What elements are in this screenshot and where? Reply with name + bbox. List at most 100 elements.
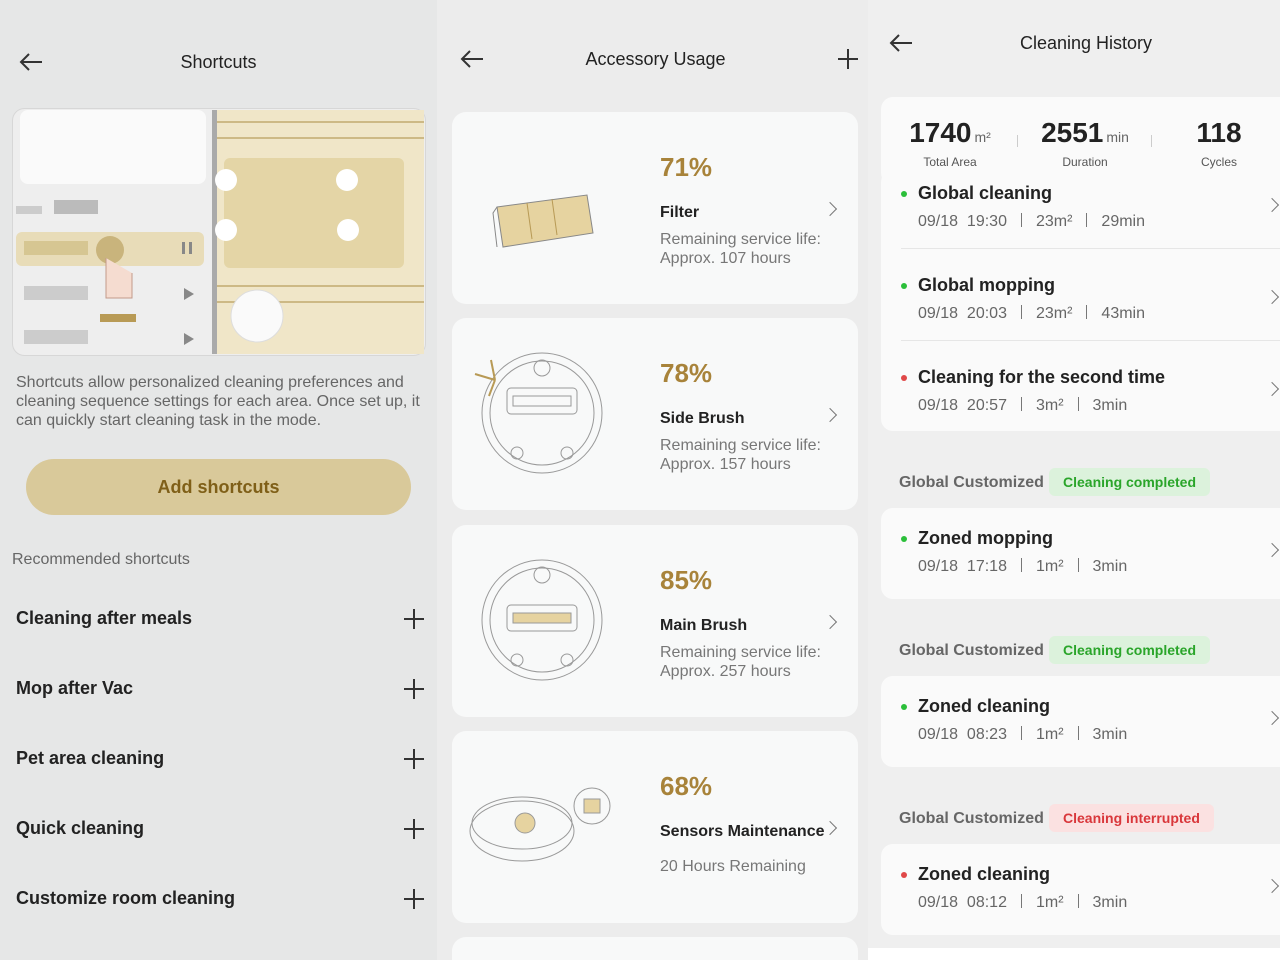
add-shortcut-button[interactable] bbox=[404, 819, 424, 839]
group-label: Global Customized bbox=[899, 642, 1044, 659]
accessory-card[interactable]: 78% Side Brush Remaining service life: Appr… bbox=[452, 318, 858, 510]
record-area: 1m² bbox=[1035, 894, 1064, 911]
accessory-name: Sensors Maintenance bbox=[660, 823, 825, 840]
record-detail: 09/18 08:12 1m² 3min bbox=[918, 894, 1127, 912]
summary-value: 1740 m² bbox=[870, 117, 1030, 149]
usage-percent: 85% bbox=[660, 565, 713, 595]
record-date: 09/18 20:03 bbox=[918, 305, 1007, 322]
accessory-detail: Approx. 157 hours bbox=[660, 456, 791, 473]
history-record[interactable]: Global mopping 09/18 20:03 23m² 43min bbox=[901, 275, 1258, 335]
chevron bbox=[1264, 542, 1280, 558]
status-badge: Cleaning completed bbox=[1049, 468, 1211, 496]
add-shortcut-button[interactable] bbox=[404, 679, 424, 699]
page-title: Accessory Usage bbox=[585, 49, 726, 69]
separator bbox=[1020, 213, 1022, 227]
record-duration: 43min bbox=[1101, 305, 1145, 322]
accessory-card[interactable]: 68% Sensors Maintenance 20 Hours Remaining bbox=[452, 731, 858, 923]
summary-number: 1740 bbox=[909, 117, 972, 148]
record-title: Global cleaning bbox=[918, 183, 1053, 203]
separator bbox=[1077, 558, 1079, 572]
chevron bbox=[1264, 878, 1280, 894]
illustration bbox=[12, 108, 426, 356]
separator bbox=[1077, 726, 1079, 740]
add-shortcut-button[interactable] bbox=[404, 889, 424, 909]
record-card: Global cleaning 09/18 19:30 23m² 29min Globa… bbox=[881, 170, 1280, 431]
record-area: 23m² bbox=[1035, 305, 1073, 322]
accessory-name: Main Brush bbox=[660, 617, 748, 634]
separator bbox=[1086, 213, 1088, 227]
shortcut-name: Customize room cleaning bbox=[16, 888, 236, 908]
page-title: Shortcuts bbox=[180, 52, 257, 72]
history-record[interactable]: Cleaning for the second time 09/18 20:57 3… bbox=[901, 367, 1258, 427]
add-shortcut-button[interactable] bbox=[404, 749, 424, 769]
record-detail: 09/18 08:23 1m² 3min bbox=[918, 726, 1127, 744]
back-button[interactable] bbox=[18, 52, 44, 72]
back-button[interactable] bbox=[888, 33, 914, 53]
history-record[interactable]: Global cleaning 09/18 19:30 23m² 29min bbox=[901, 183, 1258, 243]
record-date: 09/18 08:23 bbox=[918, 726, 1007, 743]
add-shortcut-button[interactable] bbox=[404, 609, 424, 629]
status-dot bbox=[901, 283, 907, 289]
history-record[interactable]: Zoned cleaning 09/18 08:12 1m² 3min bbox=[901, 864, 1258, 924]
accessory-detail: Remaining service life: bbox=[660, 644, 821, 661]
record-title: Cleaning for the second time bbox=[918, 367, 1166, 387]
summary-label: Duration bbox=[1062, 155, 1108, 169]
record-duration: 3min bbox=[1092, 397, 1128, 414]
add-button[interactable] bbox=[838, 49, 858, 69]
shortcuts-panel: Shortcuts Shortcuts allow personalized c… bbox=[0, 0, 437, 960]
status-badge: Cleaning interrupted bbox=[1049, 804, 1214, 832]
record-date: 09/18 20:57 bbox=[918, 397, 1007, 414]
shortcut-name: Quick cleaning bbox=[16, 818, 145, 838]
history-record[interactable]: Zoned cleaning 09/18 08:23 1m² 3min bbox=[901, 696, 1258, 756]
group-label: Global Customized bbox=[899, 474, 1044, 491]
record-card: Zoned cleaning 09/18 08:12 1m² 3min bbox=[881, 844, 1280, 935]
summary-card: 1740 m² Total Area 2551 min Duration 118 Cycles bbox=[881, 97, 1280, 185]
record-title: Zoned mopping bbox=[918, 528, 1053, 548]
chevron bbox=[1264, 710, 1280, 726]
chevron bbox=[822, 614, 838, 630]
accessory-card[interactable]: 71% Filter Remaining service life: Approx. … bbox=[452, 112, 858, 304]
chevron bbox=[1264, 381, 1280, 397]
summary-value: 2551 min bbox=[1005, 117, 1165, 149]
separator bbox=[1020, 726, 1022, 740]
accessory-name: Filter bbox=[660, 204, 700, 221]
chevron bbox=[822, 201, 838, 217]
description: Shortcuts allow personalized cleaning pr… bbox=[16, 374, 420, 429]
summary-label: Total Area bbox=[923, 155, 977, 169]
divider bbox=[1017, 135, 1018, 147]
status-dot bbox=[901, 536, 907, 542]
accessory-image bbox=[474, 352, 603, 474]
record-detail: 09/18 20:03 23m² 43min bbox=[918, 305, 1145, 323]
group-label: Global Customized bbox=[899, 810, 1044, 827]
shortcut-name: Pet area cleaning bbox=[16, 748, 165, 768]
summary-label: Cycles bbox=[1200, 155, 1237, 169]
add-shortcuts-button[interactable]: Add shortcuts bbox=[26, 459, 411, 515]
record-detail: 09/18 19:30 23m² 29min bbox=[918, 213, 1145, 231]
chevron bbox=[1264, 289, 1280, 305]
accessory-detail: Remaining service life: bbox=[660, 437, 821, 454]
chevron bbox=[822, 820, 838, 836]
record-card: Zoned mopping 09/18 17:18 1m² 3min bbox=[881, 508, 1280, 599]
accessory-detail: 20 Hours Remaining bbox=[660, 858, 806, 875]
history-record[interactable]: Zoned mopping 09/18 17:18 1m² 3min bbox=[901, 528, 1258, 588]
record-area: 1m² bbox=[1035, 558, 1064, 575]
back-button[interactable] bbox=[459, 49, 485, 69]
record-card: Zoned cleaning 09/18 08:23 1m² 3min bbox=[881, 676, 1280, 767]
record-title: Zoned cleaning bbox=[918, 696, 1051, 716]
accessory-image bbox=[492, 194, 594, 248]
record-title: Zoned cleaning bbox=[918, 864, 1051, 884]
usage-percent: 68% bbox=[660, 771, 713, 801]
chevron bbox=[1264, 197, 1280, 213]
chevron bbox=[822, 407, 838, 423]
accessory-card[interactable]: 85% Main Brush Remaining service life: Appr… bbox=[452, 525, 858, 717]
separator bbox=[1077, 397, 1079, 411]
accessory-card bbox=[452, 937, 858, 960]
record-date: 09/18 17:18 bbox=[918, 558, 1007, 575]
divider bbox=[1151, 135, 1152, 147]
record-date: 09/18 08:12 bbox=[918, 894, 1007, 911]
accessory-detail: Approx. 107 hours bbox=[660, 250, 791, 267]
status-badge: Cleaning completed bbox=[1049, 636, 1211, 664]
usage-percent: 71% bbox=[660, 152, 713, 182]
record-title: Global mopping bbox=[918, 275, 1055, 295]
separator bbox=[1020, 558, 1022, 572]
